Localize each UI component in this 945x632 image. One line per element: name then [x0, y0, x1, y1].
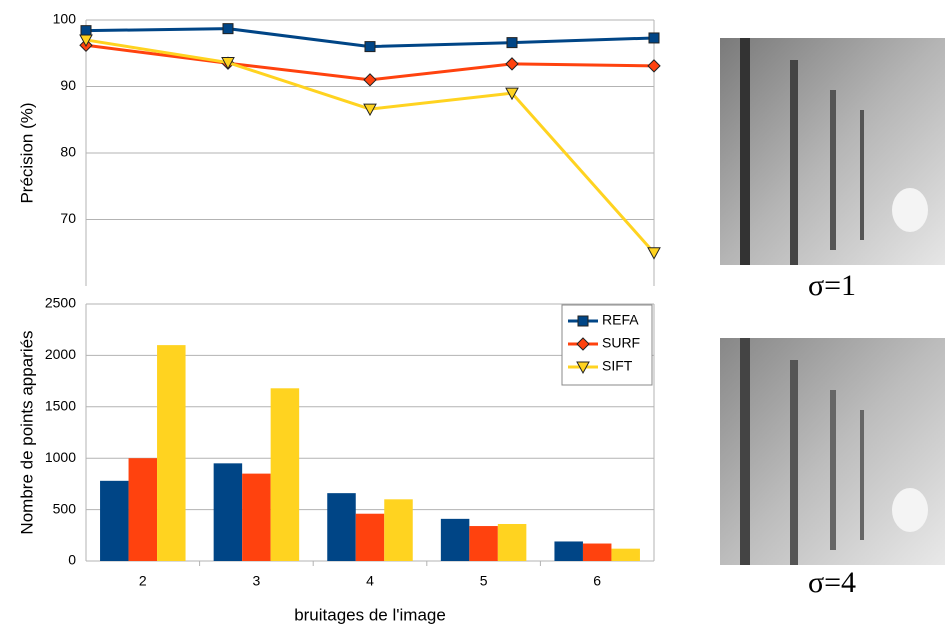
bar: [384, 499, 413, 561]
y-tick-label: 2000: [45, 346, 76, 362]
point: [364, 41, 376, 53]
y-tick-label: 2500: [45, 295, 76, 311]
bar: [469, 526, 498, 561]
bar: [128, 458, 158, 561]
bar: [213, 463, 243, 561]
y-tick-label: 500: [53, 500, 77, 516]
y-axis-title: Nombre de points appariés: [17, 330, 36, 534]
bar: [554, 541, 583, 561]
point: [506, 37, 518, 49]
bar: [440, 518, 470, 561]
x-tick-label: 4: [366, 573, 374, 589]
bar: [157, 345, 186, 561]
photo-caption: σ=1: [808, 269, 856, 302]
y-tick-label: 90: [60, 77, 76, 93]
y-tick-label: 70: [60, 210, 76, 226]
x-tick-label: 3: [253, 573, 261, 589]
point: [648, 32, 660, 44]
legend-marker: [576, 337, 590, 351]
point: [222, 23, 234, 35]
legend-label: REFA: [602, 312, 639, 328]
y-tick-label: 0: [68, 552, 76, 568]
x-tick-label: 6: [593, 573, 601, 589]
bar: [242, 473, 271, 561]
bar: [270, 388, 300, 561]
bar: [327, 493, 356, 561]
point: [80, 25, 92, 37]
bar: [100, 480, 129, 561]
photo-1: [720, 38, 945, 265]
point: [647, 247, 661, 260]
x-tick-label: 5: [480, 573, 488, 589]
y-tick-label: 100: [53, 11, 77, 27]
bar: [355, 513, 385, 561]
point: [505, 87, 519, 101]
y-tick-label: 80: [60, 144, 76, 160]
point: [363, 103, 377, 117]
point: [647, 59, 661, 73]
legend-marker: [577, 315, 589, 327]
y-axis-title: Précision (%): [17, 102, 36, 203]
point: [221, 57, 235, 70]
bar: [611, 548, 640, 561]
photo-2: [720, 338, 945, 565]
y-tick-label: 1000: [45, 449, 76, 465]
point: [363, 73, 377, 87]
y-tick-label: 1500: [45, 398, 76, 414]
legend-label: SIFT: [602, 358, 633, 374]
line-series: [85, 38, 656, 254]
x-axis-title: bruitages de l'image: [294, 605, 446, 624]
photo-caption: σ=4: [808, 566, 856, 599]
bar: [582, 543, 612, 561]
point: [79, 34, 93, 47]
legend-label: SURF: [602, 335, 640, 351]
bar: [497, 523, 527, 561]
legend-marker: [576, 361, 590, 375]
x-tick-label: 2: [139, 573, 147, 589]
point: [505, 57, 519, 71]
